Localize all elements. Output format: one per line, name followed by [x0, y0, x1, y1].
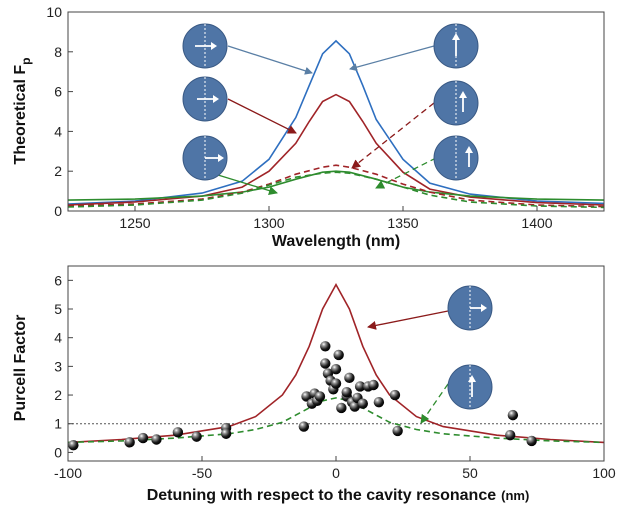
arrow-red-bottom: [367, 310, 449, 330]
data-point-13: [314, 391, 326, 402]
data-point-3: [151, 434, 162, 445]
bottom-y-ticks: 0 1 2 3 4 5 6: [54, 272, 73, 460]
data-point-32: [368, 379, 379, 391]
dipole-icon-left-edge: [182, 135, 228, 181]
dipole-icon-right-center: [433, 23, 479, 69]
panel1-y-tick-label-5: 5: [54, 301, 62, 317]
panel1-y-tick-label-6: 6: [54, 272, 62, 288]
dipole-icon-bottom-edge: [447, 364, 493, 410]
data-point-38: [526, 435, 537, 447]
data-point-24: [341, 386, 352, 398]
dipole-icon-left-middle: [182, 76, 228, 122]
data-point-7: [220, 428, 232, 439]
panel1-series-1-line: [67, 397, 605, 444]
top-x-axis-label: Wavelength (nm): [272, 233, 400, 250]
panel0-y-tick-label-3: 6: [54, 84, 62, 100]
dipole-icon-left-center: [182, 23, 228, 69]
data-point-21: [333, 349, 344, 361]
data-point-14: [320, 341, 331, 352]
data-point-0: [68, 440, 79, 451]
bottom-x-axis-label-unit: (nm): [501, 488, 529, 503]
data-point-8: [298, 421, 310, 432]
data-point-29: [354, 381, 366, 392]
data-point-19: [330, 364, 342, 375]
panel0-y-tick-label-1: 2: [54, 163, 62, 179]
panel0-series-3-line: [67, 164, 605, 208]
data-point-37: [507, 409, 519, 421]
bottom-panel: -100 -50 0 50 100 0 1 2 3 4 5 6 Detuning with resp…: [12, 265, 616, 504]
arrow-green-dashed-bottom: [420, 383, 449, 424]
panel0-y-tick-label-4: 8: [54, 44, 62, 60]
panel0-x-tick-label-3: 1400: [521, 215, 552, 231]
top-y-axis-label: Theoretical Fp: [12, 58, 33, 165]
data-point-1: [124, 437, 135, 448]
panel0-y-tick-label-2: 4: [54, 123, 62, 139]
dipole-icon-bottom-center: [447, 285, 493, 331]
arrow-green-dashed-right: [375, 157, 437, 189]
bottom-x-axis-label-main: Detuning with respect to the cavity reso…: [147, 487, 497, 504]
data-point-4: [172, 427, 184, 438]
bottom-plot-frame: [67, 265, 605, 462]
panel0-x-tick-label-0: 1250: [119, 215, 150, 231]
arrow-blue-left: [227, 45, 313, 75]
data-point-33: [373, 397, 385, 408]
panel1-y-tick-label-2: 2: [54, 387, 62, 403]
panel1-y-tick-label-1: 1: [54, 416, 62, 432]
panel0-series-0-line: [67, 39, 605, 205]
data-point-2: [137, 432, 149, 444]
data-point-25: [344, 372, 355, 384]
dipole-icon-right-edge: [433, 135, 479, 181]
top-y-axis-label-subscript: p: [19, 58, 33, 65]
arrow-blue-right: [349, 45, 435, 72]
panel0-series-2-line: [67, 170, 605, 201]
top-x-ticks: 1250 1300 1350 1400: [119, 206, 553, 231]
panel1-x-tick-label-4: 100: [592, 465, 616, 481]
panel0-y-tick-label-5: 10: [46, 4, 62, 20]
data-point-5: [191, 431, 202, 442]
panel0-y-tick-label-0: 0: [54, 203, 62, 219]
panel1-x-tick-label-1: -50: [192, 465, 212, 481]
data-point-9: [301, 391, 312, 402]
panel0-series-1-line: [67, 93, 605, 206]
bottom-curves: [67, 282, 605, 444]
panel0-x-tick-label-1: 1300: [253, 215, 284, 231]
data-point-20: [330, 378, 342, 389]
panel1-x-tick-label-2: 0: [332, 465, 340, 481]
data-point-36: [505, 429, 516, 441]
data-point-35: [392, 425, 403, 437]
data-point-22: [336, 402, 347, 414]
panel1-x-tick-label-3: 50: [462, 465, 478, 481]
data-point-34: [389, 389, 401, 401]
dipole-icon-right-middle: [433, 80, 479, 126]
arrow-red-left: [227, 98, 297, 134]
bottom-x-ticks: -100 -50 0 50 100: [54, 456, 616, 481]
bottom-x-axis-label: Detuning with respect to the cavity reso…: [147, 487, 530, 504]
panel0-x-tick-label-2: 1350: [387, 215, 418, 231]
measured-points: [68, 341, 537, 451]
top-y-axis-label-main: Theoretical F: [12, 65, 29, 165]
panel1-x-tick-label-0: -100: [54, 465, 82, 481]
top-y-ticks: 0 2 4 6 8 10: [46, 4, 73, 219]
arrow-green-left: [217, 174, 278, 195]
data-point-15: [320, 358, 331, 369]
bottom-y-axis-label: Purcell Factor: [12, 315, 29, 422]
data-point-30: [357, 398, 368, 409]
panel0-series-4-line: [67, 171, 605, 209]
panel1-y-tick-label-3: 3: [54, 358, 62, 374]
arrow-red-dashed-right: [351, 102, 435, 169]
panel1-y-tick-label-0: 0: [54, 444, 62, 460]
top-curves: [67, 39, 605, 209]
panel1-y-tick-label-4: 4: [54, 330, 62, 346]
top-panel: 1250 1300 1350 1400 0 2 4 6 8 10 Wavelength (nm)…: [12, 4, 605, 250]
data-point-27: [349, 401, 360, 412]
panel1-series-0-line: [67, 282, 605, 444]
top-plot-frame: [67, 11, 605, 212]
